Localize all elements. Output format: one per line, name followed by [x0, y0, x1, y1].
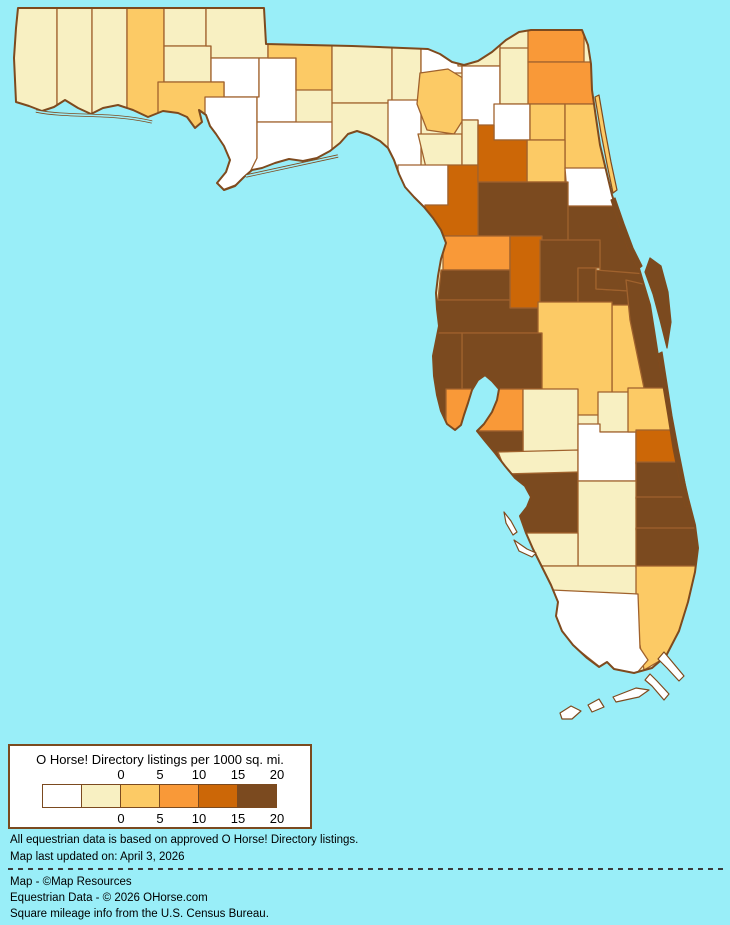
island-indian-river-barrier [657, 351, 690, 508]
legend-ticks-bottom-10: 10 [191, 811, 207, 826]
island-key-middle [612, 687, 650, 703]
county-jackson [205, 8, 269, 59]
county-indian-river [627, 387, 698, 433]
legend-ticks-top: 0 5 10 15 20 [43, 767, 285, 782]
legend-ticks-top-5: 5 [156, 767, 164, 782]
island-st-johns-barrier [594, 94, 618, 194]
county-st-lucie [635, 429, 698, 465]
county-broward [635, 527, 698, 569]
note-last-updated: Map last updated on: April 3, 2026 [10, 851, 185, 863]
legend-swatch-5-10 [120, 784, 160, 808]
island-daytona-barrier [610, 197, 643, 270]
county-holmes [163, 8, 207, 47]
legend-ticks-top-0: 0 [117, 767, 125, 782]
county-citrus [442, 235, 511, 271]
county-hillsborough [461, 332, 543, 390]
county-hardee [522, 388, 579, 453]
island-key-largo [644, 673, 670, 701]
county-gulf [204, 96, 258, 195]
legend-title: O Horse! Directory listings per 1000 sq.… [36, 752, 284, 767]
island-key-west-group [559, 705, 582, 720]
county-suwannee [416, 68, 469, 135]
legend-swatch-0 [42, 784, 82, 808]
legend-color-scale [42, 784, 277, 808]
legend-ticks-bottom: 0 5 10 15 20 [43, 811, 285, 826]
island-merritt-island [644, 257, 672, 349]
county-martin [635, 461, 698, 500]
note-data-source: All equestrian data is based on approved… [10, 834, 359, 846]
county-liberty [256, 57, 297, 123]
county-monroe [549, 589, 649, 673]
county-washington [163, 45, 212, 83]
legend-ticks-top-15: 15 [230, 767, 246, 782]
county-duval [527, 61, 595, 105]
island-gasparilla-island [503, 511, 518, 536]
island-key-small [587, 698, 605, 713]
legend-swatch-20+ [237, 784, 277, 808]
legend-swatch-15-20 [198, 784, 238, 808]
legend-ticks-bottom-20: 20 [269, 811, 285, 826]
county-escambia [14, 8, 58, 125]
legend-swatch-10-15 [159, 784, 199, 808]
county-clay [529, 103, 566, 141]
channel-water-santa-rosa-sound [35, 110, 153, 123]
county-hernando [437, 269, 511, 301]
legend-ticks-bottom-0: 0 [117, 811, 125, 826]
island-key-upper [657, 651, 685, 682]
legend-swatch-0-5 [81, 784, 121, 808]
county-union-bradford [493, 103, 531, 141]
legend-ticks-bottom-5: 5 [156, 811, 164, 826]
county-okeechobee [577, 423, 637, 482]
county-baker [499, 47, 531, 105]
credit-map: Map - ©Map Resources [10, 876, 132, 888]
county-charlotte [505, 471, 579, 534]
channel-water-apalachicola-sound [245, 155, 339, 177]
county-marion [477, 181, 569, 244]
county-madison [420, 41, 463, 74]
legend-ticks-top-20: 20 [269, 767, 285, 782]
county-glades-hendry [577, 480, 639, 567]
credit-census: Square mileage info from the U.S. Census… [10, 908, 269, 920]
island-sanibel-island [513, 539, 537, 558]
county-putnam [526, 139, 566, 183]
county-palm-beach [635, 496, 698, 531]
credit-equestrian-data: Equestrian Data - © 2026 OHorse.com [10, 892, 208, 904]
county-sumter [509, 235, 543, 309]
credits-divider [8, 868, 724, 870]
legend-ticks-top-10: 10 [191, 767, 207, 782]
legend-panel: O Horse! Directory listings per 1000 sq.… [8, 744, 312, 829]
legend-ticks-bottom-15: 15 [230, 811, 246, 826]
county-leon [331, 41, 393, 104]
